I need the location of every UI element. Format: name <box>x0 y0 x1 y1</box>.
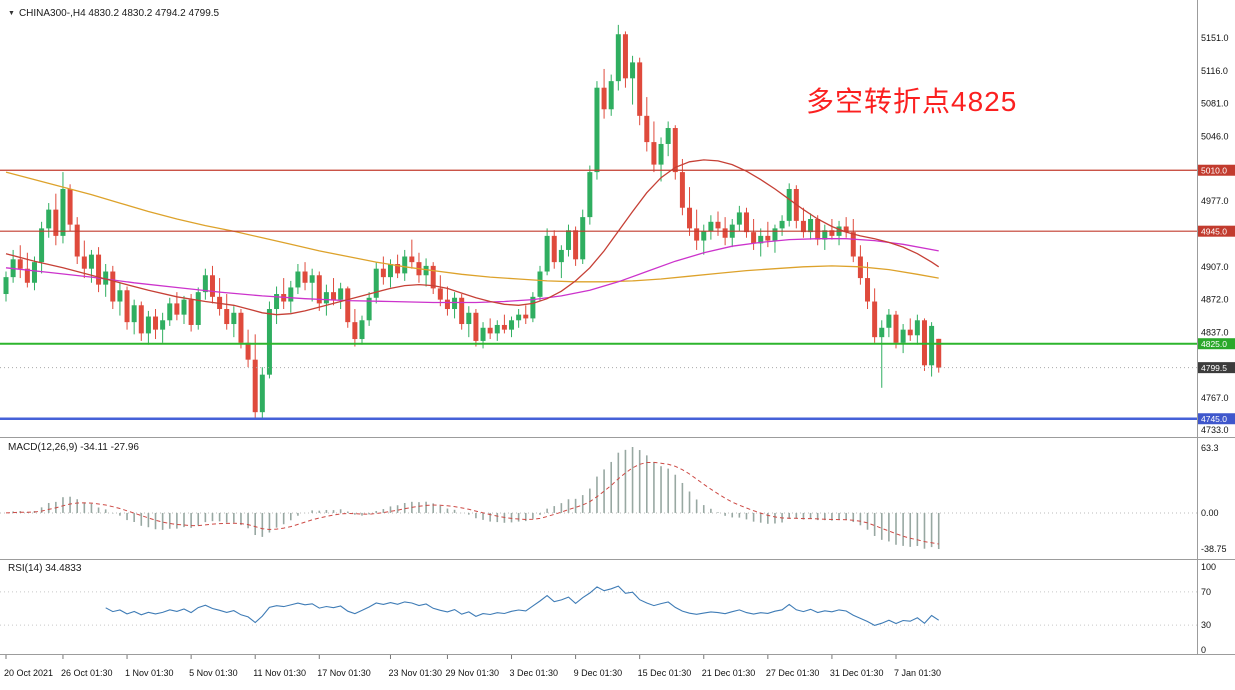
svg-text:5081.0: 5081.0 <box>1201 99 1229 109</box>
svg-text:5116.0: 5116.0 <box>1201 66 1228 76</box>
svg-text:100: 100 <box>1201 562 1216 572</box>
ma-mid-magenta <box>5 238 939 304</box>
svg-text:70: 70 <box>1201 587 1211 597</box>
moving-averages <box>5 159 940 316</box>
svg-text:4745.0: 4745.0 <box>1201 414 1227 424</box>
svg-text:0: 0 <box>1201 645 1206 655</box>
svg-text:-38.75: -38.75 <box>1201 544 1227 554</box>
svg-text:5010.0: 5010.0 <box>1201 165 1227 175</box>
rsi-panel: 100 70 30 0 <box>0 562 1216 655</box>
svg-text:4799.5: 4799.5 <box>1201 363 1227 373</box>
svg-text:23 Nov 01:30: 23 Nov 01:30 <box>388 668 442 678</box>
level-lines[interactable]: 5010.0 4945.0 4825.0 4745.0 <box>0 164 1235 425</box>
svg-text:63.3: 63.3 <box>1201 443 1219 453</box>
current-price-line: 4799.5 <box>0 362 1235 374</box>
ma-fast-red <box>5 159 940 316</box>
svg-text:4825.0: 4825.0 <box>1201 339 1227 349</box>
price-axis[interactable]: 5151.0 5116.0 5081.0 5046.0 4977.0 4907.0 4872… <box>1201 33 1229 435</box>
macd-panel: 63.3 0.00 -38.75 <box>0 443 1227 554</box>
svg-text:29 Nov 01:30: 29 Nov 01:30 <box>445 668 499 678</box>
svg-text:30: 30 <box>1201 620 1211 630</box>
svg-text:5046.0: 5046.0 <box>1201 131 1229 141</box>
svg-text:4767.0: 4767.0 <box>1201 393 1229 403</box>
svg-text:0.00: 0.00 <box>1201 508 1219 518</box>
svg-text:15 Dec 01:30: 15 Dec 01:30 <box>638 668 692 678</box>
svg-text:5151.0: 5151.0 <box>1201 33 1229 43</box>
svg-text:4907.0: 4907.0 <box>1201 262 1229 272</box>
panel-frames <box>0 0 1235 655</box>
svg-text:5 Nov 01:30: 5 Nov 01:30 <box>189 668 238 678</box>
svg-text:26 Oct 01:30: 26 Oct 01:30 <box>61 668 113 678</box>
svg-text:27 Dec 01:30: 27 Dec 01:30 <box>766 668 820 678</box>
svg-text:9 Dec 01:30: 9 Dec 01:30 <box>574 668 623 678</box>
svg-text:4733.0: 4733.0 <box>1201 425 1229 435</box>
svg-text:31 Dec 01:30: 31 Dec 01:30 <box>830 668 884 678</box>
svg-text:1 Nov 01:30: 1 Nov 01:30 <box>125 668 174 678</box>
ma-slow-orange <box>5 171 939 283</box>
svg-text:4945.0: 4945.0 <box>1201 226 1227 236</box>
svg-text:4977.0: 4977.0 <box>1201 196 1229 206</box>
svg-text:11 Nov 01:30: 11 Nov 01:30 <box>253 668 306 678</box>
svg-text:4872.0: 4872.0 <box>1201 295 1229 305</box>
candlestick-series <box>3 24 942 419</box>
svg-text:21 Dec 01:30: 21 Dec 01:30 <box>702 668 756 678</box>
svg-text:17 Nov 01:30: 17 Nov 01:30 <box>317 668 371 678</box>
svg-text:7 Jan 01:30: 7 Jan 01:30 <box>894 668 941 678</box>
time-axis[interactable]: 20 Oct 2021 26 Oct 01:30 1 Nov 01:30 5 Nov … <box>4 655 941 678</box>
svg-text:20 Oct 2021: 20 Oct 2021 <box>4 668 53 678</box>
svg-text:4837.0: 4837.0 <box>1201 327 1229 337</box>
svg-text:3 Dec 01:30: 3 Dec 01:30 <box>510 668 559 678</box>
